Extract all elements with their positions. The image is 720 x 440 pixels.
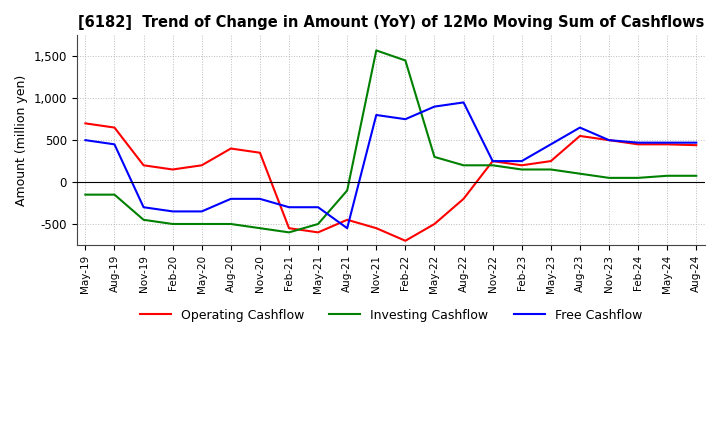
Operating Cashflow	[139, 163, 148, 168]
Free Cashflow	[430, 104, 438, 109]
Investing Cashflow	[81, 192, 90, 197]
Operating Cashflow	[605, 138, 613, 143]
Investing Cashflow	[314, 221, 323, 227]
Free Cashflow	[518, 158, 526, 164]
Investing Cashflow	[518, 167, 526, 172]
Line: Investing Cashflow: Investing Cashflow	[86, 51, 696, 232]
Investing Cashflow	[343, 188, 351, 193]
Operating Cashflow	[372, 226, 381, 231]
Free Cashflow	[459, 100, 468, 105]
Investing Cashflow	[575, 171, 584, 176]
Investing Cashflow	[256, 226, 264, 231]
Investing Cashflow	[110, 192, 119, 197]
Operating Cashflow	[518, 163, 526, 168]
Investing Cashflow	[692, 173, 701, 178]
Investing Cashflow	[546, 167, 555, 172]
Operating Cashflow	[168, 167, 177, 172]
Operating Cashflow	[692, 143, 701, 148]
Operating Cashflow	[546, 158, 555, 164]
Investing Cashflow	[372, 48, 381, 53]
Operating Cashflow	[401, 238, 410, 243]
Operating Cashflow	[430, 221, 438, 227]
Operating Cashflow	[663, 142, 672, 147]
Investing Cashflow	[139, 217, 148, 223]
Operating Cashflow	[459, 196, 468, 202]
Line: Free Cashflow: Free Cashflow	[86, 103, 696, 228]
Investing Cashflow	[401, 58, 410, 63]
Investing Cashflow	[168, 221, 177, 227]
Investing Cashflow	[284, 230, 293, 235]
Operating Cashflow	[197, 163, 206, 168]
Operating Cashflow	[488, 158, 497, 164]
Legend: Operating Cashflow, Investing Cashflow, Free Cashflow: Operating Cashflow, Investing Cashflow, …	[135, 304, 647, 327]
Free Cashflow	[227, 196, 235, 202]
Investing Cashflow	[459, 163, 468, 168]
Free Cashflow	[110, 142, 119, 147]
Free Cashflow	[488, 158, 497, 164]
Investing Cashflow	[605, 175, 613, 180]
Investing Cashflow	[430, 154, 438, 160]
Free Cashflow	[139, 205, 148, 210]
Operating Cashflow	[343, 217, 351, 223]
Operating Cashflow	[575, 133, 584, 139]
Operating Cashflow	[634, 142, 642, 147]
Operating Cashflow	[284, 226, 293, 231]
Free Cashflow	[284, 205, 293, 210]
Free Cashflow	[197, 209, 206, 214]
Investing Cashflow	[488, 163, 497, 168]
Free Cashflow	[168, 209, 177, 214]
Y-axis label: Amount (million yen): Amount (million yen)	[15, 74, 28, 206]
Operating Cashflow	[227, 146, 235, 151]
Free Cashflow	[401, 117, 410, 122]
Investing Cashflow	[663, 173, 672, 178]
Investing Cashflow	[197, 221, 206, 227]
Free Cashflow	[314, 205, 323, 210]
Operating Cashflow	[81, 121, 90, 126]
Free Cashflow	[605, 138, 613, 143]
Free Cashflow	[81, 138, 90, 143]
Free Cashflow	[256, 196, 264, 202]
Operating Cashflow	[110, 125, 119, 130]
Free Cashflow	[546, 142, 555, 147]
Free Cashflow	[575, 125, 584, 130]
Title: [6182]  Trend of Change in Amount (YoY) of 12Mo Moving Sum of Cashflows: [6182] Trend of Change in Amount (YoY) o…	[78, 15, 704, 30]
Free Cashflow	[372, 112, 381, 117]
Free Cashflow	[692, 140, 701, 145]
Operating Cashflow	[256, 150, 264, 155]
Investing Cashflow	[227, 221, 235, 227]
Free Cashflow	[634, 140, 642, 145]
Line: Operating Cashflow: Operating Cashflow	[86, 123, 696, 241]
Free Cashflow	[343, 226, 351, 231]
Investing Cashflow	[634, 175, 642, 180]
Free Cashflow	[663, 140, 672, 145]
Operating Cashflow	[314, 230, 323, 235]
